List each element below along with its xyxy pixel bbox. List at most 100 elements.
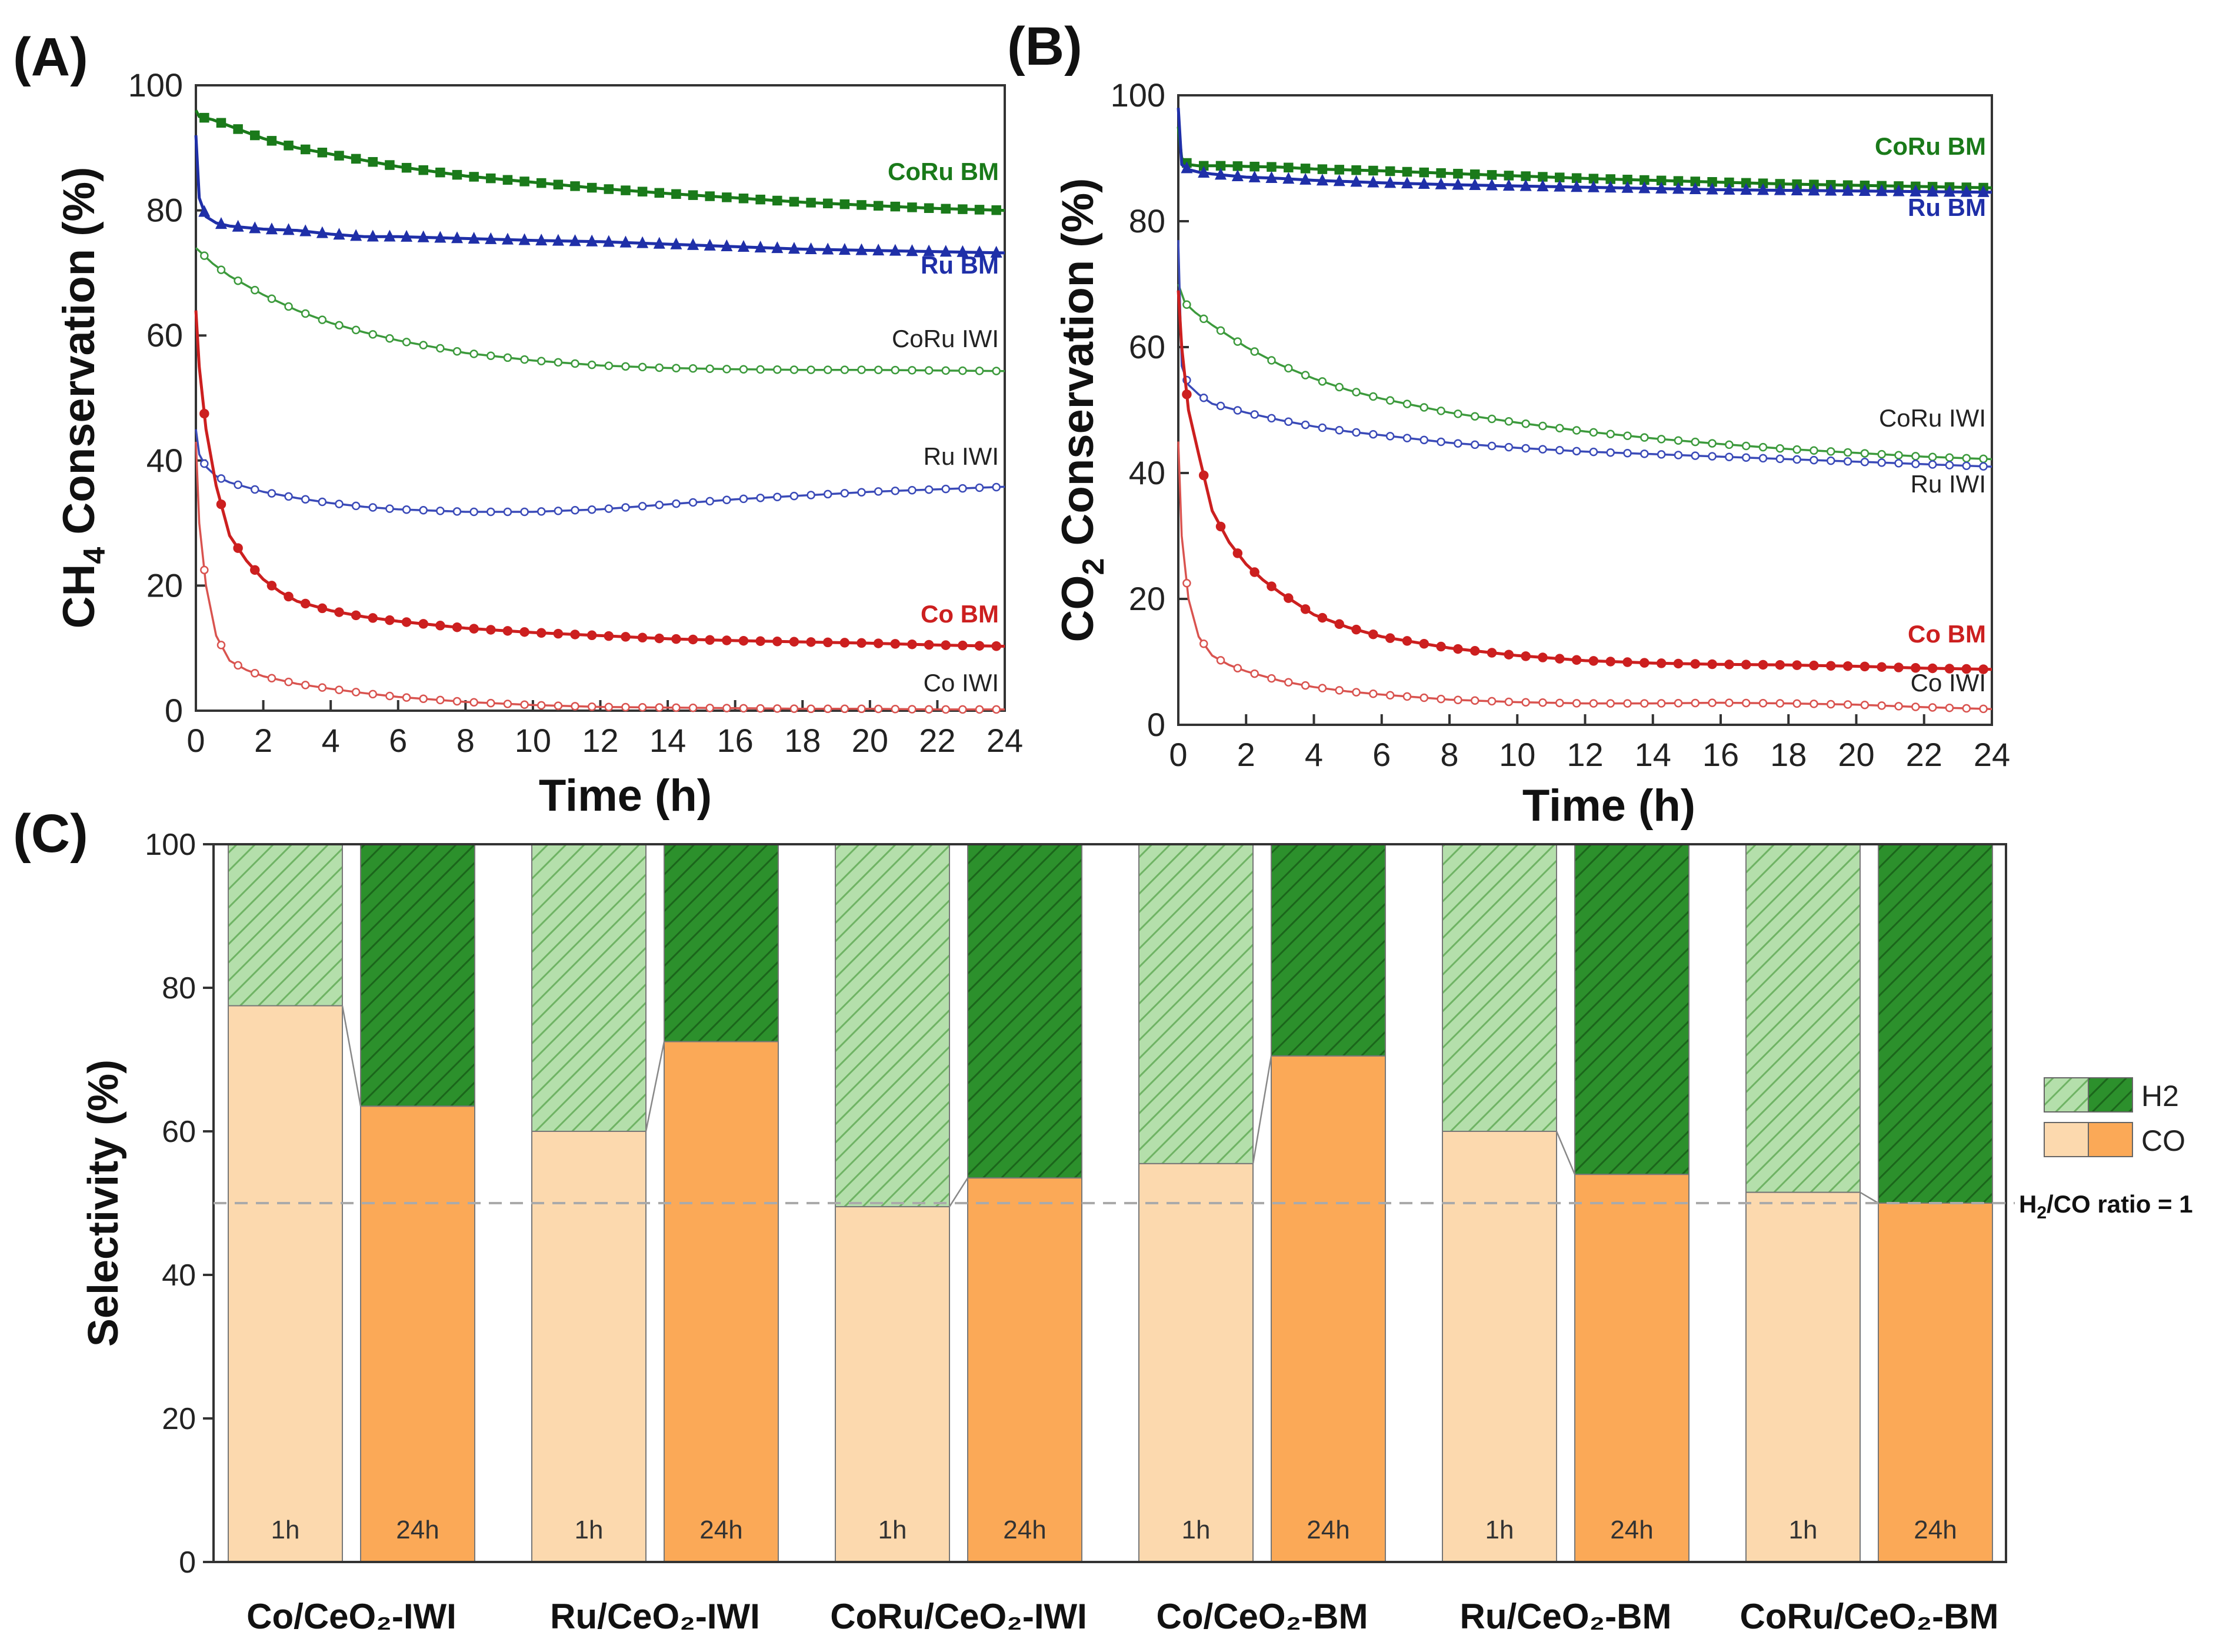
panel-a-marker-ru-bm bbox=[619, 235, 632, 248]
panel-b-marker-co-bm bbox=[1267, 581, 1277, 591]
bar-h2-24h bbox=[1574, 844, 1690, 1175]
panel-b-marker-co-bm bbox=[1758, 660, 1768, 670]
panel-a-y-axis-label: CH4 Conservation (%) bbox=[54, 167, 112, 629]
panel-a-marker-coru-bm bbox=[334, 151, 344, 161]
panel-a-marker-ru-iwi bbox=[385, 504, 394, 513]
panel-a-marker-co-iwi bbox=[318, 683, 327, 692]
panel-b-marker-ru-iwi bbox=[1827, 456, 1835, 465]
panel-b-marker-co-iwi bbox=[1301, 681, 1310, 690]
panel-a-marker-co-bm bbox=[351, 610, 361, 621]
panel-a-marker-co-iwi bbox=[452, 697, 462, 706]
panel-a-y-tick-label: 100 bbox=[128, 66, 183, 104]
panel-b-marker-coru-iwi bbox=[1454, 409, 1462, 418]
panel-a-marker-co-bm bbox=[401, 617, 412, 627]
panel-c-y-tick-label: 80 bbox=[162, 971, 196, 1005]
panel-b-marker-coru-bm bbox=[1300, 164, 1311, 174]
panel-b-x-tick-label: 16 bbox=[1702, 736, 1739, 773]
panel-b-marker-ru-bm bbox=[1265, 171, 1278, 183]
panel-b-x-tick-label: 18 bbox=[1770, 736, 1807, 773]
panel-a-marker-co-iwi bbox=[234, 661, 242, 670]
bar-time-label: 24h bbox=[699, 1516, 742, 1544]
panel-b-marker-co-bm bbox=[1724, 660, 1734, 670]
panel-a-marker-co-iwi bbox=[908, 705, 917, 714]
panel-b-marker-ru-bm bbox=[1706, 182, 1718, 195]
panel-b-marker-coru-iwi bbox=[1199, 314, 1208, 324]
panel-a-marker-coru-bm bbox=[300, 144, 311, 155]
panel-a-marker-co-bm bbox=[418, 619, 428, 629]
panel-b-marker-coru-iwi bbox=[1233, 337, 1242, 346]
panel-a-marker-coru-iwi bbox=[688, 364, 698, 373]
panel-b-marker-co-iwi bbox=[1385, 691, 1395, 700]
panel-a-marker-co-iwi bbox=[503, 700, 512, 708]
panel-a-label: (A) bbox=[13, 27, 88, 87]
panel-b-marker-co-bm bbox=[1215, 521, 1226, 532]
panel-b-marker-co-bm bbox=[1538, 652, 1548, 662]
panel-b-y-tick-label: 80 bbox=[1129, 202, 1165, 239]
bar-co-24h bbox=[1878, 1203, 1993, 1563]
panel-a-marker-ru-bm bbox=[401, 229, 413, 242]
panel-a-marker-coru-iwi bbox=[335, 321, 344, 330]
panel-b-marker-coru-iwi bbox=[1708, 439, 1717, 448]
panel-a-marker-ru-bm bbox=[384, 229, 396, 242]
panel-a-series-ru-bm: Ru BM bbox=[194, 135, 1005, 279]
panel-a-marker-co-iwi bbox=[857, 704, 866, 714]
panel-a-marker-coru-bm bbox=[435, 167, 445, 178]
panel-c-label: (C) bbox=[13, 804, 88, 864]
panel-b-marker-coru-iwi bbox=[1606, 429, 1615, 439]
panel-a-marker-ru-iwi bbox=[520, 507, 529, 517]
panel-b-marker-co-iwi bbox=[1284, 678, 1293, 687]
panel-b-marker-ru-iwi bbox=[1877, 458, 1886, 467]
panel-a-marker-ru-iwi bbox=[436, 507, 445, 515]
panel-b-marker-ru-iwi bbox=[1521, 444, 1530, 453]
panel-a-marker-coru-bm bbox=[368, 156, 378, 167]
panel-b-marker-coru-iwi bbox=[1335, 382, 1344, 392]
panel-a-marker-coru-bm bbox=[351, 154, 361, 164]
panel-a-marker-coru-bm bbox=[216, 118, 226, 128]
panel-b-marker-ru-bm bbox=[1248, 170, 1261, 182]
panel-b-marker-co-bm bbox=[1792, 660, 1802, 670]
panel-b-series: CoRu BM Ru BM CoRu IWI Ru IWI Co BM Co IWI bbox=[1177, 108, 1992, 714]
panel-b-marker-ru-bm bbox=[1927, 185, 1939, 197]
panel-a-series-coru-iwi: CoRu IWI bbox=[195, 247, 1005, 375]
panel-a-marker-co-bm bbox=[604, 631, 614, 641]
panel-a-marker-co-iwi bbox=[705, 704, 714, 712]
bar-co-1h bbox=[228, 1005, 343, 1563]
panel-a-series-co-bm: Co BM bbox=[194, 310, 1005, 651]
category-label-coru-ceo-iwi: CoRu/CeO₂-IWI bbox=[830, 1597, 1087, 1636]
panel-a-marker-co-bm bbox=[216, 499, 226, 509]
panel-a-marker-ru-iwi bbox=[840, 489, 849, 498]
bar-time-label: 24h bbox=[1307, 1516, 1349, 1544]
panel-b-marker-coru-iwi bbox=[1487, 414, 1497, 424]
panel-a-marker-co-bm bbox=[469, 624, 479, 634]
panel-b-y-tick-label: 60 bbox=[1129, 328, 1165, 365]
panel-b-marker-coru-iwi bbox=[1843, 448, 1852, 457]
panel-b-series-ru-iwi: Ru IWI bbox=[1177, 240, 1992, 498]
panel-b-marker-ru-bm bbox=[1452, 178, 1464, 190]
panel-b-marker-coru-iwi bbox=[1810, 446, 1818, 455]
panel-a-marker-coru-bm bbox=[452, 169, 462, 180]
panel-a-marker-ru-bm bbox=[485, 232, 497, 244]
panel-b-marker-co-bm bbox=[1775, 660, 1785, 670]
panel-a-marker-coru-bm bbox=[570, 181, 580, 191]
panel-b-marker-coru-bm bbox=[1402, 166, 1412, 177]
panel-b-marker-co-bm bbox=[1521, 651, 1531, 661]
panel-a-marker-ru-iwi bbox=[604, 504, 614, 513]
panel-b-marker-ru-iwi bbox=[1385, 432, 1395, 441]
panel-a-marker-co-bm bbox=[368, 613, 378, 623]
panel-b-marker-coru-bm bbox=[1453, 168, 1463, 179]
panel-a-marker-co-iwi bbox=[604, 702, 614, 712]
panel-a-marker-co-bm bbox=[941, 640, 951, 650]
panel-b-marker-ru-iwi bbox=[1555, 445, 1564, 455]
panel-b-marker-ru-bm bbox=[1469, 178, 1481, 190]
panel-a-marker-ru-iwi bbox=[773, 492, 782, 501]
panel-b-marker-coru-bm bbox=[1351, 165, 1361, 175]
panel-b-series-coru-iwi: CoRu IWI bbox=[1177, 284, 1992, 464]
panel-a-marker-ru-iwi bbox=[216, 474, 226, 483]
bar-h2-1h bbox=[1745, 844, 1861, 1193]
panel-b-marker-coru-iwi bbox=[1657, 435, 1666, 444]
panel-b-marker-coru-iwi bbox=[1894, 451, 1903, 460]
panel-b-marker-ru-iwi bbox=[1199, 394, 1208, 402]
panel-b-marker-ru-bm bbox=[1757, 183, 1770, 195]
panel-a-marker-co-bm bbox=[519, 627, 529, 637]
panel-a-marker-ru-bm bbox=[670, 237, 682, 249]
